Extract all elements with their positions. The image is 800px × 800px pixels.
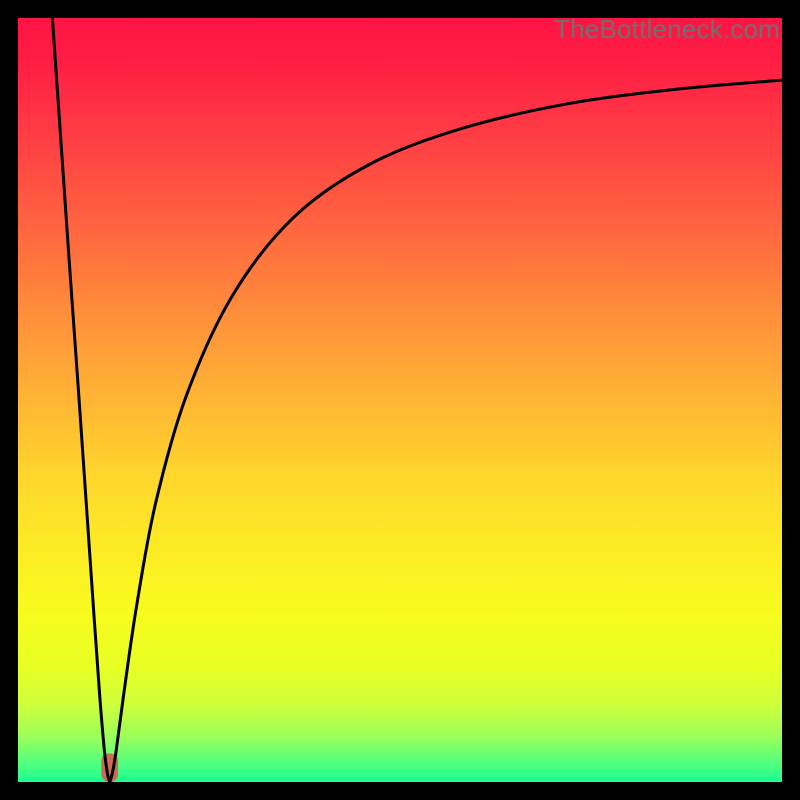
bottleneck-chart [18,18,782,782]
watermark-label: TheBottleneck.com [554,14,780,44]
gradient-background [18,18,782,782]
watermark-text: TheBottleneck.com [554,14,780,45]
